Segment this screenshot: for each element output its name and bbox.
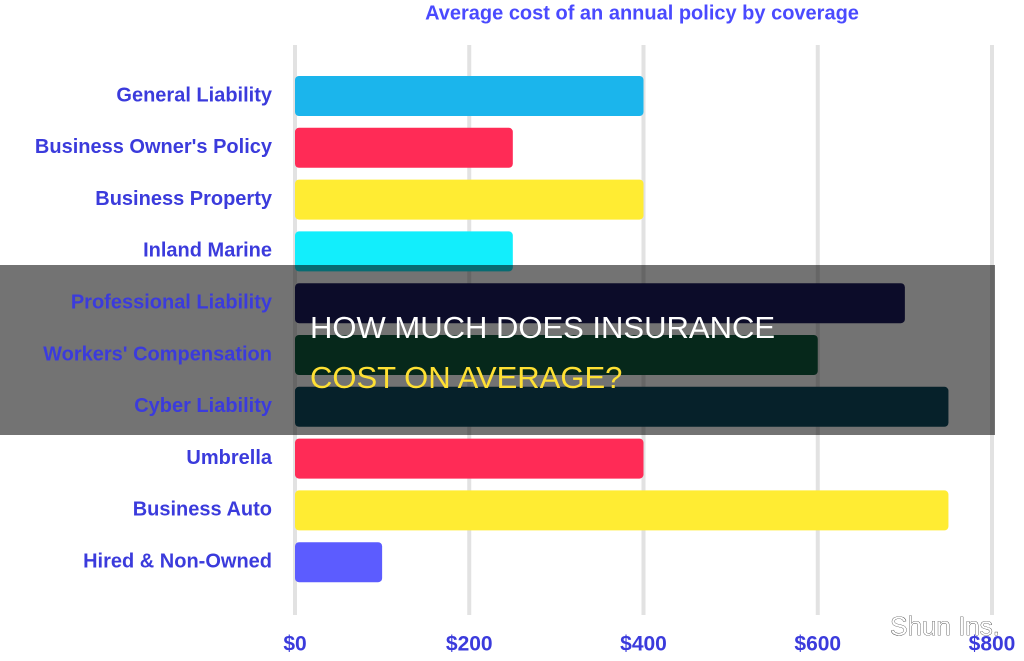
overlay-title: COST ON AVERAGE? — [310, 360, 622, 395]
overlay-title: HOW MUCH DOES INSURANCE — [310, 310, 775, 345]
y-tick-label: Cyber Liability — [134, 395, 273, 417]
y-tick-label: Professional Liability — [71, 291, 273, 313]
overlay-band — [0, 265, 995, 435]
y-tick-label: Business Owner's Policy — [35, 136, 273, 158]
bar — [295, 127, 513, 168]
y-tick-label: Hired & Non-Owned — [83, 550, 272, 572]
chart-title: Average cost of an annual policy by cove… — [425, 2, 859, 24]
bar — [295, 76, 644, 116]
y-tick-label: General Liability — [116, 84, 272, 106]
bar — [295, 542, 383, 583]
x-tick-label: $600 — [794, 633, 841, 656]
bar — [295, 231, 513, 272]
bar — [295, 179, 644, 220]
x-tick-label: $200 — [446, 633, 493, 656]
y-tick-label: Umbrella — [186, 447, 272, 469]
x-tick-label: $800 — [969, 633, 1016, 656]
bar — [295, 490, 949, 531]
y-tick-label: Business Auto — [133, 499, 272, 521]
x-tick-label: $0 — [283, 633, 306, 656]
y-tick-label: Business Property — [95, 188, 273, 210]
watermark: Shun Ins. — [890, 611, 1000, 641]
x-tick-label: $400 — [620, 633, 667, 656]
y-tick-label: Inland Marine — [143, 240, 272, 262]
y-tick-label: Workers' Compensation — [43, 343, 272, 365]
bar — [295, 438, 644, 479]
